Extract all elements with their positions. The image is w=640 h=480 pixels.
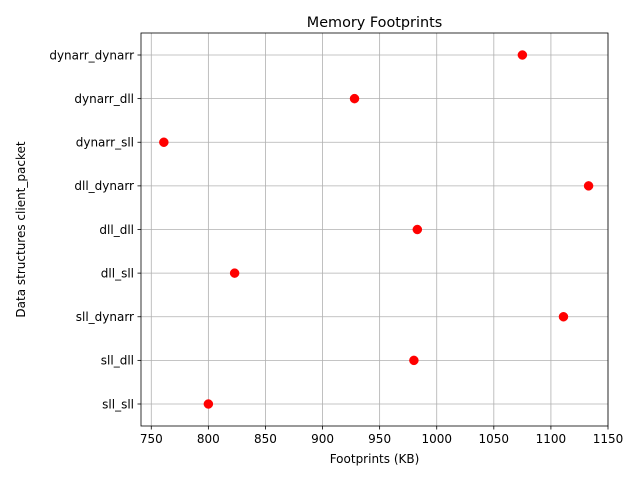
y-tick-label: dll_dynarr xyxy=(74,179,134,193)
x-tick-label: 1100 xyxy=(536,432,567,446)
chart-title: Memory Footprints xyxy=(307,15,442,31)
x-tick-label: 850 xyxy=(254,432,277,446)
y-tick-label: dynarr_dll xyxy=(74,92,134,106)
x-tick-label: 800 xyxy=(197,432,220,446)
x-tick-label: 900 xyxy=(311,432,334,446)
x-tick-label: 1050 xyxy=(479,432,510,446)
y-tick-label: sll_sll xyxy=(102,397,134,411)
x-tick-label: 750 xyxy=(140,432,163,446)
y-axis: sll_sll sll_dll sll_dynarr dll_sll dll_dll dl… xyxy=(49,48,141,411)
data-point-dll_sll xyxy=(229,268,240,278)
y-tick-label: dll_sll xyxy=(101,266,134,280)
data-points xyxy=(159,50,594,409)
y-tick-label: dll_dll xyxy=(99,223,134,237)
y-tick-label: sll_dynarr xyxy=(76,310,134,324)
y-tick-label: dynarr_sll xyxy=(76,136,134,150)
x-tick-label: 950 xyxy=(368,432,391,446)
data-point-dll_dll xyxy=(412,224,423,235)
x-tick-label: 1150 xyxy=(593,432,624,446)
data-point-sll_dynarr xyxy=(558,312,569,322)
data-point-dll_dynarr xyxy=(583,181,594,191)
data-point-sll_sll xyxy=(203,399,214,409)
grid xyxy=(141,33,609,426)
y-axis-title: Data structures client_packet xyxy=(14,141,28,317)
x-axis-title: Footprints (KB) xyxy=(330,452,420,466)
data-point-dynarr_dynarr xyxy=(517,50,528,60)
y-tick-label: dynarr_dynarr xyxy=(49,48,134,62)
y-tick-label: sll_dll xyxy=(101,354,134,368)
x-axis: 750 800 850 900 950 1000 1050 1100 1150 xyxy=(140,426,623,446)
data-point-dynarr_sll xyxy=(159,137,169,147)
x-tick-label: 1000 xyxy=(421,432,452,446)
data-point-sll_dll xyxy=(409,355,419,366)
data-point-dynarr_dll xyxy=(349,93,360,104)
